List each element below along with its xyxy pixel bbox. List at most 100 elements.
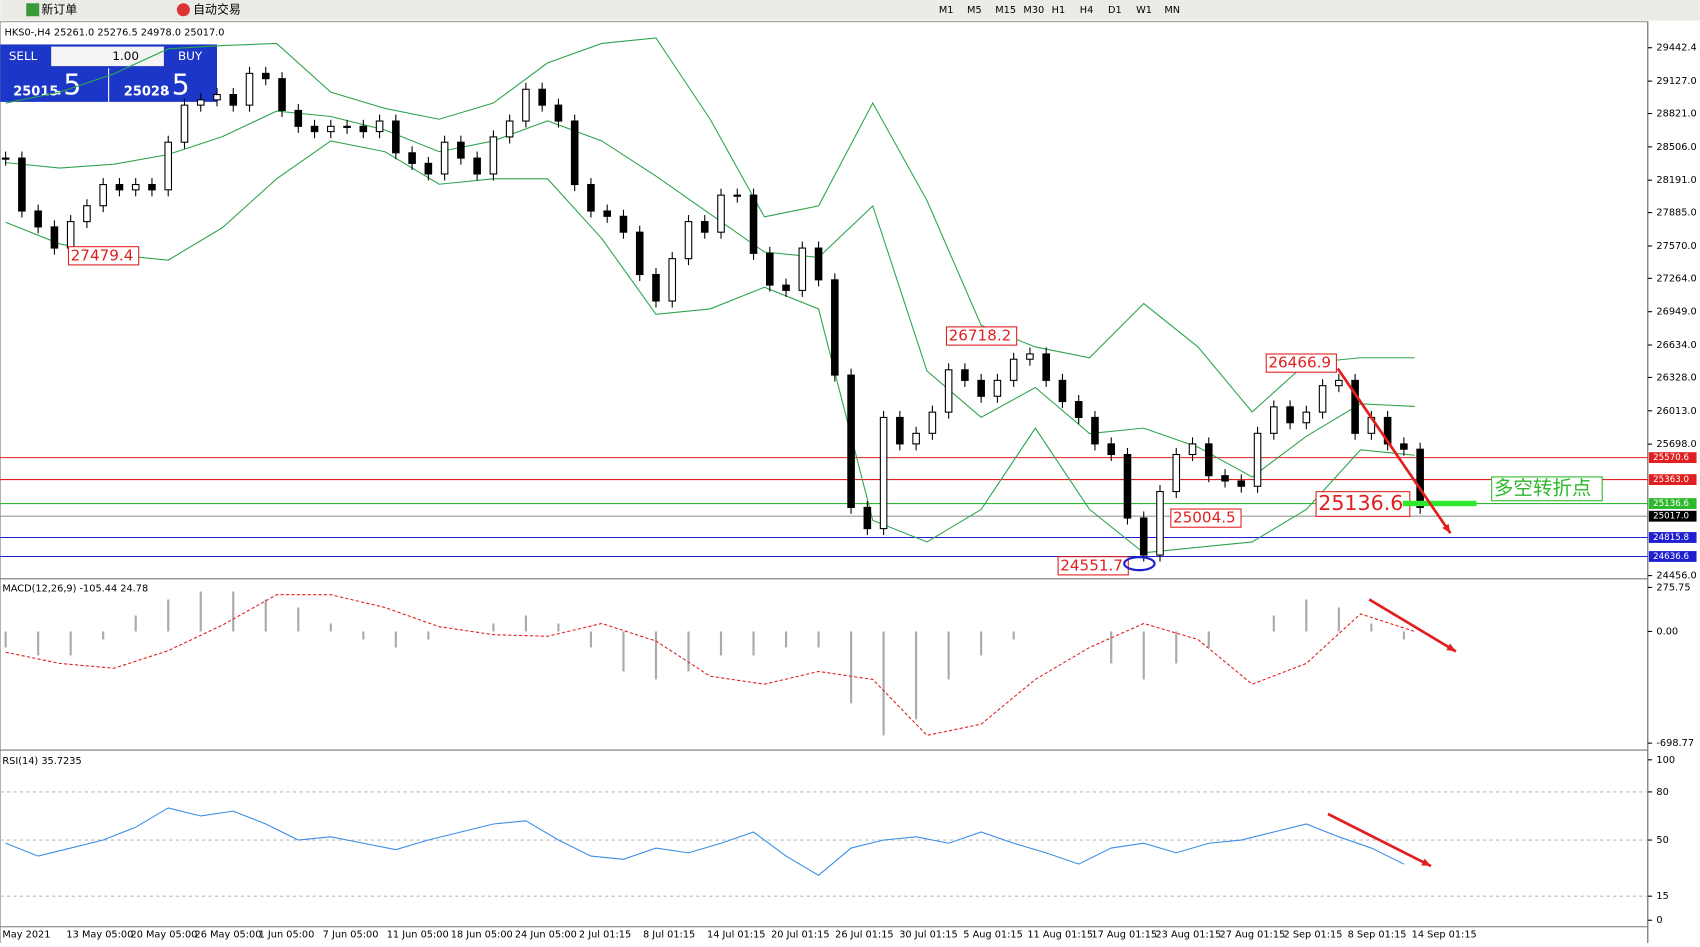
x-tick-label: 11 Aug 01:15 — [1027, 929, 1093, 940]
candle — [1286, 406, 1294, 424]
ask-fraction[interactable]: .5 — [163, 69, 190, 102]
candle — [928, 411, 937, 434]
annotation-box — [945, 326, 1018, 346]
candle — [131, 184, 140, 191]
buy-button[interactable]: BUY — [178, 49, 203, 63]
y-tick-label: 27885.0 — [1656, 208, 1696, 219]
new-order-icon[interactable] — [26, 3, 40, 17]
bid-fraction[interactable]: .5 — [54, 69, 81, 102]
macd-bar — [362, 631, 365, 640]
candle — [66, 221, 75, 249]
candle — [245, 72, 254, 106]
x-tick-label: 18 Jun 05:00 — [451, 929, 513, 940]
rsi-label: RSI(14) 35.7235 — [2, 756, 81, 767]
candle — [440, 141, 449, 175]
level-label: 24815.8 — [1653, 533, 1689, 543]
timeframe-button[interactable]: M5 — [967, 5, 982, 16]
auto-trade[interactable]: 自动交易 — [193, 2, 241, 16]
x-tick-label: May 2021 — [2, 929, 50, 940]
y-tick-label: 28191.0 — [1656, 175, 1696, 186]
level-label: 24636.6 — [1653, 552, 1689, 562]
y-tick-label: 27570.0 — [1656, 241, 1696, 252]
timeframe-button[interactable]: M30 — [1023, 5, 1044, 16]
bid-main[interactable]: 25015 — [13, 85, 58, 100]
macd-bar — [102, 631, 105, 640]
symbol-info: HKS0-,H4 25261.0 25276.5 24978.0 25017.0 — [5, 28, 225, 39]
candle — [392, 120, 400, 154]
auto-trade-icon[interactable] — [176, 3, 190, 17]
candle — [375, 120, 384, 133]
arrow-head — [1446, 643, 1456, 652]
candle — [310, 125, 319, 133]
turn-marker — [1402, 500, 1477, 507]
candle — [1, 157, 10, 160]
x-tick-label: 14 Sep 01:15 — [1412, 929, 1477, 940]
annotation-box — [1265, 353, 1337, 373]
macd-bar — [524, 615, 527, 632]
sell-button[interactable]: SELL — [9, 49, 38, 63]
candle — [765, 252, 774, 286]
timeframe-button[interactable]: H4 — [1080, 5, 1094, 16]
low-marker — [1123, 556, 1156, 572]
annotation-box — [1170, 508, 1242, 528]
candle — [1042, 353, 1050, 381]
x-tick-label: 5 Aug 01:15 — [963, 929, 1023, 940]
timeframe-button[interactable]: M15 — [995, 5, 1016, 16]
candle — [1416, 448, 1424, 508]
candle — [457, 141, 465, 159]
level-tag — [1648, 532, 1697, 543]
candle — [522, 88, 530, 122]
level-tag — [1648, 452, 1697, 464]
macd-bar — [1175, 631, 1178, 664]
note-box — [1491, 476, 1603, 502]
macd-bar — [980, 631, 983, 656]
timeframe-button[interactable]: D1 — [1108, 5, 1122, 16]
macd-bar — [1305, 599, 1308, 632]
y-tick-label: 100 — [1656, 755, 1675, 766]
level-tag — [1648, 551, 1697, 562]
y-tick-label: 29442.4 — [1656, 43, 1696, 54]
candle — [554, 104, 563, 122]
x-tick-label: 11 Jun 05:00 — [387, 929, 449, 940]
macd-bar — [4, 631, 7, 648]
timeframe-button[interactable]: W1 — [1136, 5, 1152, 16]
y-tick-label: 0.00 — [1656, 626, 1678, 637]
y-tick-label: 27264.0 — [1656, 273, 1696, 284]
bollinger-band — [5, 110, 1415, 478]
macd-bar — [264, 599, 267, 632]
candle — [50, 226, 59, 249]
timeframe-button[interactable]: H1 — [1052, 5, 1066, 16]
candle — [473, 157, 481, 175]
candle — [99, 184, 107, 207]
timeframe-button[interactable]: M1 — [939, 5, 954, 16]
ask-main[interactable]: 25028 — [124, 85, 169, 100]
candle — [196, 99, 205, 106]
candle — [1204, 443, 1213, 477]
candle — [180, 104, 189, 143]
timeframe-button[interactable]: MN — [1164, 5, 1180, 16]
macd-bar — [1337, 607, 1340, 632]
candle — [635, 231, 644, 276]
macd-bar — [1272, 615, 1275, 632]
candle — [18, 157, 26, 212]
candle — [1318, 385, 1327, 413]
y-tick-label: 26634.0 — [1656, 340, 1696, 351]
x-tick-label: 2 Jul 01:15 — [579, 929, 631, 940]
candle — [1156, 491, 1164, 556]
candle — [1058, 379, 1067, 403]
annotation: 27479.4 — [71, 246, 134, 264]
x-tick-label: 30 Jul 01:15 — [899, 929, 957, 940]
candle — [213, 94, 221, 101]
candle — [1188, 443, 1197, 456]
new-order[interactable]: 新订单 — [41, 2, 77, 16]
candle — [749, 194, 758, 254]
arrow-head — [1442, 523, 1451, 534]
lot-box[interactable] — [51, 46, 164, 67]
lots[interactable]: 1.00 — [112, 49, 139, 63]
macd-bar — [557, 623, 560, 632]
candle — [489, 136, 498, 175]
x-tick-label: 13 May 05:00 — [66, 929, 133, 940]
candle — [359, 125, 368, 133]
candle — [408, 152, 416, 164]
